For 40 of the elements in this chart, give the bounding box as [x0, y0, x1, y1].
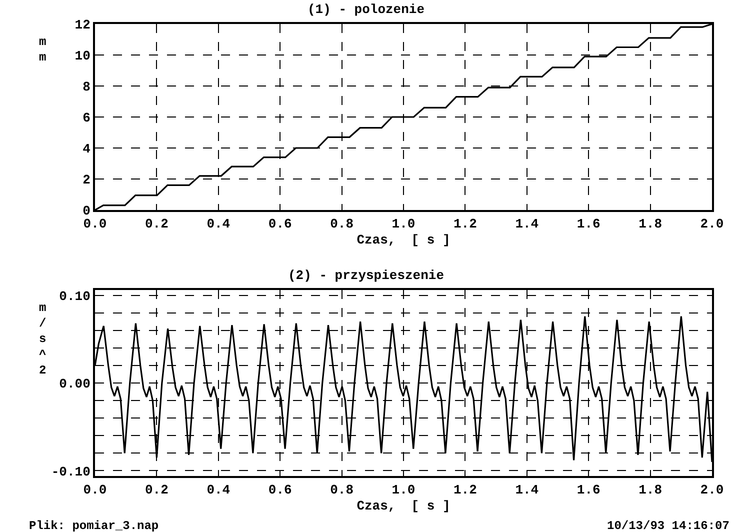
x-tick-label: 0.2 [144, 482, 169, 498]
x-tick-label: 1.0 [392, 216, 416, 232]
x-tick-label: 1.8 [638, 482, 662, 498]
y-axis-title: mm [39, 35, 46, 65]
x-tick-label: 0.4 [206, 482, 230, 498]
x-tick-label: 0.2 [144, 216, 169, 232]
chart-title: (1) - polozenie [307, 2, 425, 18]
x-tick-label: 0.4 [206, 216, 230, 232]
chart-title: (2) - przyspieszenie [288, 268, 444, 284]
x-tick-label: 1.8 [638, 216, 662, 232]
x-tick-label: 1.2 [453, 482, 478, 498]
x-tick-label: 1.4 [515, 216, 539, 232]
x-tick-label: 0.8 [330, 216, 354, 232]
y-tick-label: 10 [74, 48, 91, 64]
x-tick-label: 0.0 [83, 216, 107, 232]
x-tick-label: 1.4 [515, 482, 539, 498]
y-tick-label: 12 [74, 18, 91, 33]
x-tick-label: 1.6 [576, 482, 600, 498]
y-tick-label: 6 [82, 110, 91, 126]
y-tick-label: 4 [82, 142, 91, 157]
y-axis-title: m/s^2 [39, 301, 46, 378]
x-tick-label: 0.6 [268, 216, 292, 232]
x-tick-label: 1.6 [576, 216, 600, 232]
x-tick-label: 0.6 [268, 482, 292, 498]
x-tick-label: 0.8 [330, 482, 354, 498]
x-axis-title: Czas, [ s ] [356, 498, 450, 514]
x-tick-label: 1.2 [453, 216, 478, 232]
text: 10/13/93 14:16:07 [607, 519, 730, 532]
y-tick-label: 0.10 [59, 288, 91, 304]
x-tick-label: 2.0 [700, 216, 724, 232]
x-tick-label: 1.0 [392, 482, 416, 498]
y-tick-label: 8 [82, 80, 91, 95]
x-tick-label: 0.0 [83, 482, 107, 498]
text: Plik: pomiar_3.nap [29, 519, 159, 532]
x-tick-label: 2.0 [700, 482, 724, 498]
y-tick-label: 2 [82, 172, 91, 188]
x-axis-title: Czas, [ s ] [356, 232, 450, 248]
y-tick-label: -0.10 [51, 464, 91, 480]
y-tick-label: 0.00 [59, 376, 91, 392]
y-tick-label: 0 [82, 204, 91, 219]
